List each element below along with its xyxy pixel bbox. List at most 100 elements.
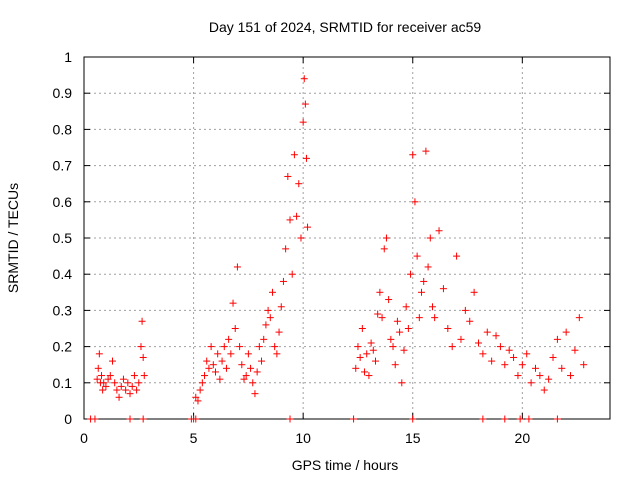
baseline-marker <box>409 415 417 423</box>
data-point <box>483 328 491 336</box>
data-point <box>374 310 382 318</box>
data-point <box>553 335 561 343</box>
data-point <box>233 263 241 271</box>
data-point <box>361 368 369 376</box>
data-point <box>242 372 250 380</box>
data-point <box>122 386 130 394</box>
data-point <box>510 353 518 361</box>
data-point <box>115 393 123 401</box>
data-point <box>354 343 362 351</box>
data-point <box>302 154 310 162</box>
data-point <box>575 314 583 322</box>
data-point <box>382 234 390 242</box>
data-point <box>130 372 138 380</box>
data-point <box>531 364 539 372</box>
baseline-marker <box>479 415 487 423</box>
x-tick-label: 5 <box>190 430 198 446</box>
data-point <box>411 198 419 206</box>
data-point <box>266 314 274 322</box>
baseline-marker <box>286 415 294 423</box>
data-point <box>536 372 544 380</box>
data-point <box>227 350 235 358</box>
data-point <box>225 335 233 343</box>
y-tick-label: 0.3 <box>53 302 73 318</box>
data-point <box>268 288 276 296</box>
y-tick-label: 0.6 <box>53 194 73 210</box>
y-tick-label: 0.2 <box>53 339 73 355</box>
data-point <box>571 346 579 354</box>
y-axis-tick-labels: 0 0.1 0.2 0.3 0.4 0.5 0.6 0.7 0.8 0.9 1 <box>53 49 73 427</box>
data-point <box>300 75 308 83</box>
data-point <box>299 118 307 126</box>
data-point <box>404 325 412 332</box>
data-point <box>558 364 566 372</box>
data-point <box>286 216 294 224</box>
plot-frame <box>83 56 611 420</box>
data-point <box>133 386 141 394</box>
data-point <box>385 296 393 304</box>
data-point <box>431 314 439 322</box>
y-tick-label: 0.1 <box>53 375 73 391</box>
data-point <box>420 277 428 285</box>
baseline-marker <box>350 415 358 423</box>
data-point <box>247 364 255 372</box>
data-point <box>108 357 116 365</box>
data-point <box>407 270 415 278</box>
data-point <box>402 303 410 311</box>
data-point <box>203 357 211 365</box>
data-point <box>222 364 230 372</box>
data-point <box>444 325 452 332</box>
data-point <box>279 277 287 285</box>
data-point <box>218 357 226 365</box>
data-point <box>457 335 465 343</box>
data-point <box>413 252 421 260</box>
data-point <box>514 372 522 380</box>
data-point <box>135 379 143 387</box>
data-point <box>277 303 285 311</box>
data-point <box>95 350 103 358</box>
data-point <box>488 357 496 365</box>
data-point <box>275 328 283 336</box>
data-point <box>448 343 456 351</box>
data-point <box>282 245 290 253</box>
data-point <box>139 353 147 361</box>
data-point <box>527 379 535 387</box>
data-point <box>260 335 268 343</box>
data-point <box>251 390 259 398</box>
data-point <box>492 332 500 340</box>
baseline-marker <box>91 415 99 423</box>
data-point <box>461 306 469 314</box>
data-point <box>198 379 206 387</box>
data-point <box>192 393 200 401</box>
data-point <box>288 270 296 278</box>
grid <box>84 57 610 419</box>
data-point <box>426 234 434 242</box>
data-point <box>369 346 377 354</box>
x-tick-label: 20 <box>515 430 531 446</box>
data-point <box>505 346 513 354</box>
data-point <box>396 328 404 336</box>
baseline-marker <box>516 415 524 423</box>
baseline-marker <box>553 415 561 423</box>
data-point <box>212 368 219 376</box>
data-point <box>562 328 570 336</box>
data-point <box>138 317 146 325</box>
data-point <box>258 357 266 365</box>
data-point <box>209 361 217 369</box>
data-point <box>290 151 298 159</box>
data-point <box>389 343 397 351</box>
data-point <box>271 343 279 351</box>
x-tick-label: 15 <box>405 430 421 446</box>
data-point <box>113 386 121 394</box>
data-point <box>466 317 474 325</box>
data-point <box>518 361 526 369</box>
data-point <box>119 375 127 383</box>
data-point <box>106 372 114 380</box>
baseline-marker <box>525 415 533 423</box>
data-point <box>196 386 204 394</box>
data-point <box>470 288 478 296</box>
baseline-marker <box>501 415 509 423</box>
data-point <box>238 361 246 369</box>
